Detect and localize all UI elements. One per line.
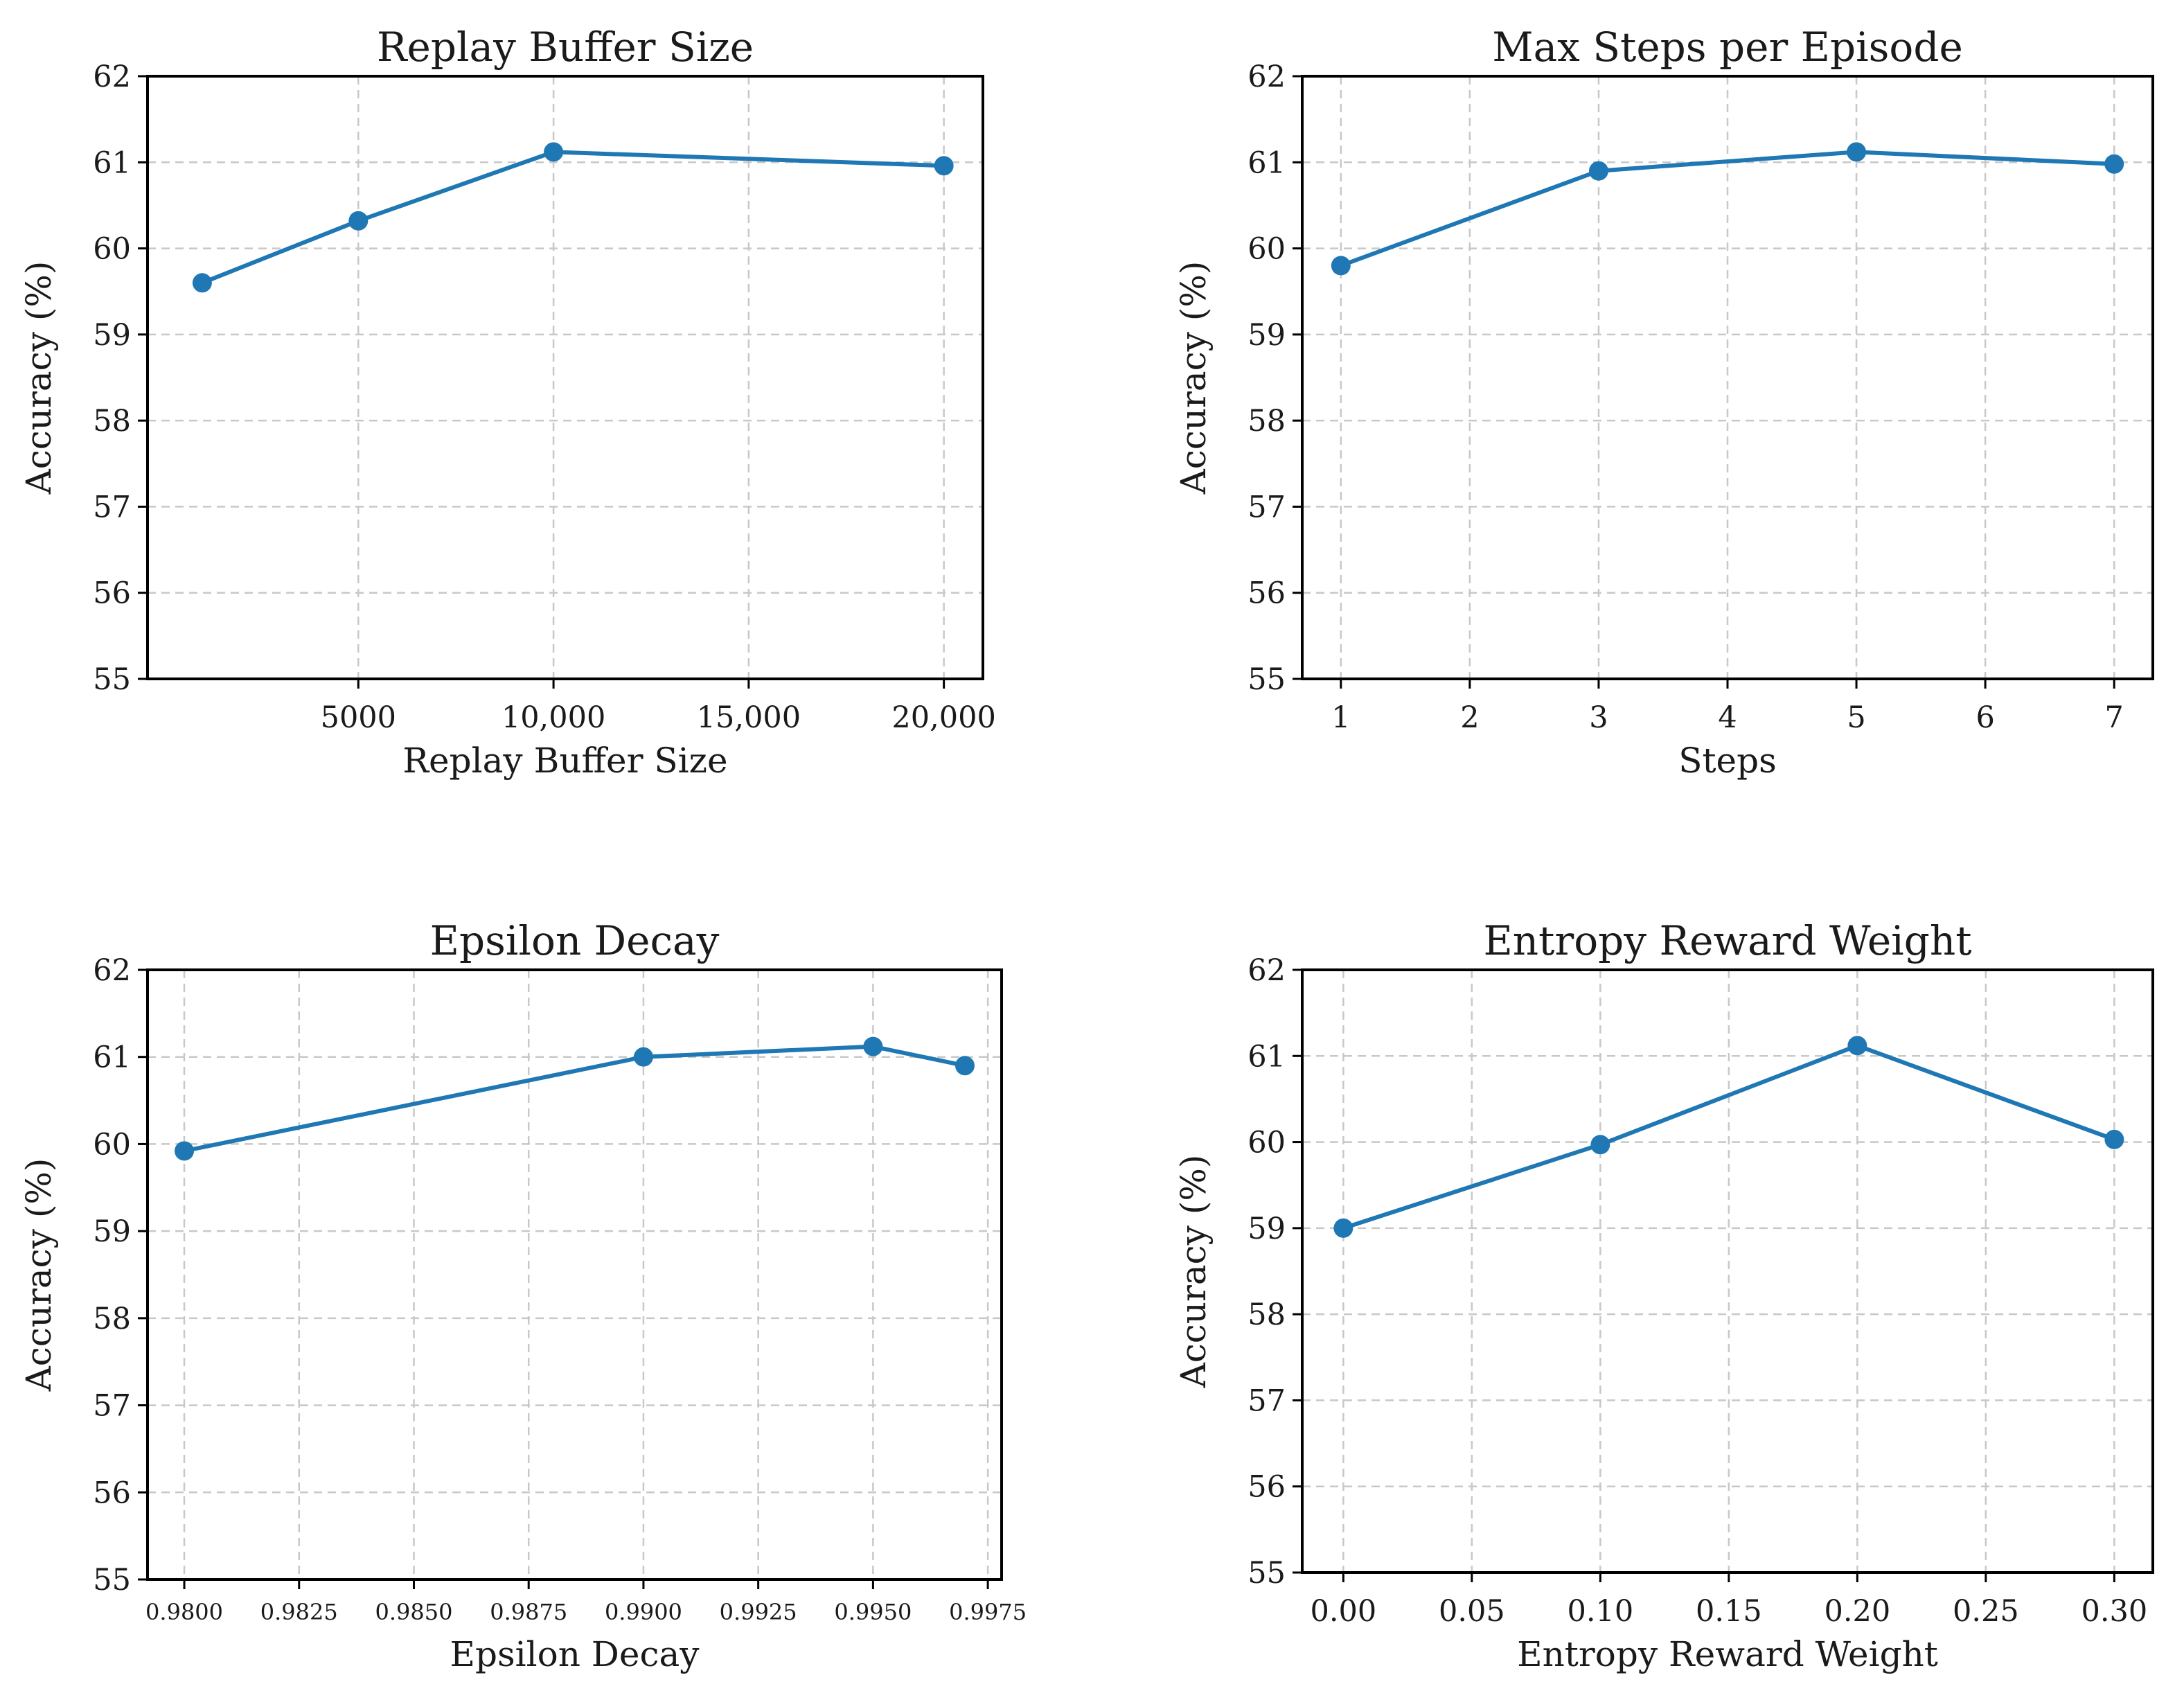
y-tick-label: 55 [1248,662,1286,697]
y-tick-label: 57 [1248,490,1286,524]
x-axis-label: Steps [1678,741,1777,781]
y-tick-label: 57 [93,1389,131,1424]
plot-frame [146,75,984,680]
data-point [348,211,369,231]
y-tick-label: 59 [93,1214,131,1249]
x-axis-label: Epsilon Decay [450,1634,700,1674]
y-tick-label: 60 [1248,232,1286,267]
x-tick-label: 0.9850 [375,1599,452,1625]
x-tick-label: 1 [1331,700,1350,735]
data-point [1847,142,1867,162]
y-tick-label: 55 [93,662,131,697]
data-point [1331,256,1351,276]
y-tick-label: 56 [1248,1470,1286,1505]
plot-frame [1301,968,2154,1574]
x-tick-label: 3 [1589,700,1608,735]
x-tick-label: 0.05 [1439,1594,1505,1629]
x-tick-label: 4 [1718,700,1737,735]
series-line [182,1044,967,1153]
y-tick-label: 60 [93,1127,131,1162]
y-tick-label: 62 [93,60,131,94]
y-tick-label: 57 [93,490,131,524]
x-tick-label: 5000 [321,700,396,735]
x-tick-label: 0.9975 [949,1599,1027,1625]
x-axis-label: Entropy Reward Weight [1517,1634,1938,1674]
data-point [1588,161,1608,181]
x-tick-label: 0.9825 [260,1599,338,1625]
data-point [955,1056,975,1076]
series-line [199,150,946,285]
y-tick-label: 55 [1248,1556,1286,1591]
y-tick-label: 61 [93,1041,131,1075]
y-tick-label: 61 [93,145,131,180]
series-line [1341,1043,2117,1230]
data-point [1847,1036,1867,1056]
plot-frame [146,968,1003,1581]
chart-title: Epsilon Decay [430,917,720,964]
x-tick-label: 15,000 [697,700,801,735]
x-tick-label: 0.9875 [490,1599,567,1625]
chart-title: Max Steps per Episode [1492,24,1963,71]
x-tick-label: 0.15 [1696,1594,1762,1629]
x-tick-label: 10,000 [501,700,605,735]
y-tick-label: 61 [1248,1039,1286,1074]
series-line [1338,150,2117,268]
y-tick-label: 58 [1248,1298,1286,1332]
y-tick-label: 61 [1248,145,1286,180]
y-tick-label: 55 [93,1563,131,1597]
x-tick-label: 5 [1847,700,1865,735]
y-tick-label: 56 [93,1476,131,1510]
chart-panel-4: 0.00 0.05 0.10 0.15 0.20 0.25 0.30 55 56 57 58 59 60… [1173,917,2154,1674]
x-tick-label: 0.30 [2081,1594,2147,1629]
data-point [934,156,954,176]
chart-panel-1: 5000 10,000 15,000 20,000 55 56 57 58 59 60 61 62 Re… [19,24,996,781]
x-axis-label: Replay Buffer Size [402,741,727,781]
y-tick-label: 56 [93,576,131,611]
data-point [863,1036,883,1056]
data-point [1333,1218,1353,1238]
x-tick-label: 0.00 [1310,1594,1376,1629]
y-tick-label: 58 [93,1302,131,1336]
x-tick-label: 0.9800 [145,1599,223,1625]
x-tick-label: 0.9950 [834,1599,912,1625]
y-tick-label: 62 [93,953,131,988]
y-axis-label: Accuracy (%) [19,1158,59,1392]
x-tick-label: 0.9925 [720,1599,797,1625]
y-tick-label: 58 [93,404,131,439]
data-point [2104,154,2124,174]
y-tick-label: 62 [1248,60,1286,94]
y-tick-label: 60 [93,232,131,267]
x-tick-label: 0.25 [1953,1594,2019,1629]
x-tick-label: 20,000 [891,700,995,735]
x-tick-label: 6 [1976,700,1994,735]
x-tick-label: 0.20 [1824,1594,1890,1629]
y-tick-label: 58 [1248,404,1286,439]
y-tick-label: 59 [93,318,131,353]
y-axis-label: Accuracy (%) [1173,1155,1214,1389]
x-tick-label: 0.9900 [605,1599,682,1625]
data-point [2104,1129,2124,1149]
data-point [1590,1135,1610,1155]
x-tick-label: 2 [1460,700,1479,735]
chart-title: Entropy Reward Weight [1483,917,1971,964]
y-tick-label: 60 [1248,1126,1286,1160]
y-tick-label: 59 [1248,1212,1286,1246]
data-point [633,1047,653,1067]
chart-title: Replay Buffer Size [377,24,754,71]
x-tick-label: 7 [2105,700,2124,735]
data-point [192,273,212,293]
y-tick-label: 62 [1248,953,1286,988]
y-axis-label: Accuracy (%) [19,261,59,495]
y-tick-label: 59 [1248,318,1286,353]
y-tick-label: 56 [1248,576,1286,611]
x-tick-label: 0.10 [1567,1594,1633,1629]
data-point [544,142,564,162]
data-point [175,1141,195,1161]
y-tick-label: 57 [1248,1383,1286,1418]
y-axis-label: Accuracy (%) [1173,261,1214,495]
chart-panel-3: 0.9800 0.9825 0.9850 0.9875 0.9900 0.9925 0.99… [19,917,1027,1674]
